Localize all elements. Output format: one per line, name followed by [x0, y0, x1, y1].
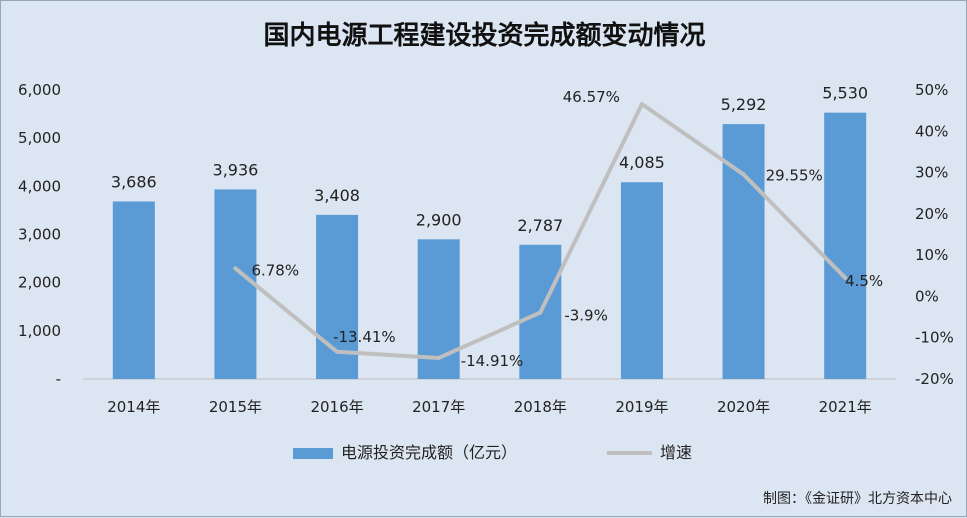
y-right-tick-label: 40%: [915, 122, 948, 140]
growth-value-label: -13.41%: [333, 328, 396, 346]
growth-point: [335, 349, 340, 354]
bar-value-label: 3,936: [213, 160, 259, 179]
x-tick-label: 2019年: [615, 398, 668, 416]
growth-value-label: -3.9%: [564, 307, 608, 325]
source-note: 制图：《金证研》北方资本中心: [763, 491, 952, 507]
bar-value-label: 3,686: [111, 172, 157, 191]
legend-swatch-bar: [293, 448, 333, 459]
y-right-tick-label: 20%: [915, 205, 948, 223]
y-right-tick-label: 30%: [915, 164, 948, 182]
bar: [214, 189, 257, 379]
y-right-tick-label: -10%: [915, 329, 954, 347]
bar-value-label: 5,530: [822, 84, 868, 103]
legend-label-bar: 电源投资完成额（亿元）: [341, 443, 517, 462]
growth-point: [843, 275, 848, 280]
bar: [112, 201, 155, 379]
y-right-tick-label: -20%: [915, 370, 954, 388]
growth-point: [741, 172, 746, 177]
x-tick-label: 2020年: [717, 398, 770, 416]
x-tick-label: 2021年: [819, 398, 872, 416]
y-left-tick-label: 1,000: [18, 322, 61, 340]
x-tick-label: 2015年: [209, 398, 262, 416]
x-tick-label: 2018年: [514, 398, 567, 416]
growth-value-label: 6.78%: [251, 261, 299, 279]
x-tick-label: 2014年: [107, 398, 160, 416]
growth-point: [538, 310, 543, 315]
growth-value-label: 46.57%: [563, 88, 620, 106]
y-left-tick-label: 4,000: [18, 177, 61, 195]
y-left-tick-label: 5,000: [18, 129, 61, 147]
chart-title: 国内电源工程建设投资完成额变动情况: [263, 21, 706, 51]
bar-value-label: 2,787: [517, 216, 563, 235]
growth-point: [233, 266, 238, 271]
growth-point: [436, 355, 441, 360]
y-right-tick-label: 0%: [915, 287, 939, 305]
bar-value-label: 2,900: [416, 210, 462, 229]
y-left-tick-label: 3,000: [18, 226, 61, 244]
bar-value-label: 5,292: [721, 95, 767, 114]
y-left-tick-label: -: [56, 370, 61, 388]
bar: [620, 182, 663, 379]
y-right-tick-label: 50%: [915, 81, 948, 99]
y-left-tick-label: 6,000: [18, 81, 61, 99]
y-left-tick-label: 2,000: [18, 274, 61, 292]
growth-value-label: 29.55%: [766, 166, 823, 184]
growth-value-label: -14.91%: [461, 352, 524, 370]
bar-value-label: 4,085: [619, 153, 665, 172]
growth-point: [639, 102, 644, 107]
bar-value-label: 3,408: [314, 186, 360, 205]
bar: [824, 112, 867, 379]
x-tick-label: 2016年: [310, 398, 363, 416]
legend-label-line: 增速: [660, 443, 692, 462]
x-tick-label: 2017年: [412, 398, 465, 416]
growth-value-label: 4.5%: [845, 272, 883, 290]
y-right-tick-label: 10%: [915, 246, 948, 264]
